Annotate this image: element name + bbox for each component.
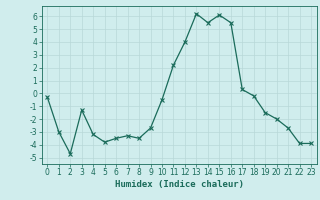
X-axis label: Humidex (Indice chaleur): Humidex (Indice chaleur): [115, 180, 244, 189]
